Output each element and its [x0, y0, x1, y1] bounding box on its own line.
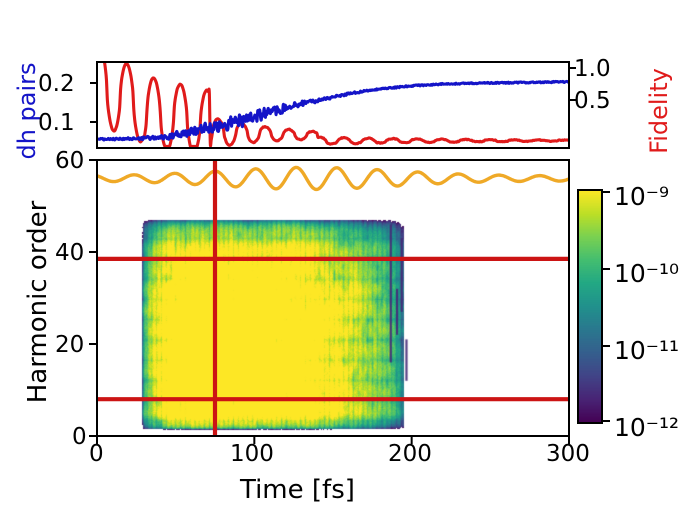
main-ytick-60: 60	[55, 148, 85, 174]
top-panel-ytick-0.1: 0.1	[38, 110, 75, 136]
colorbar-tick-1e-12: 10⁻¹²	[614, 413, 680, 442]
main-xtick-100: 100	[230, 441, 274, 467]
main-ytick-40: 40	[55, 240, 85, 266]
spectrogram-heatmap	[97, 160, 569, 436]
colorbar-tick-1e-11: 10⁻¹¹	[614, 336, 680, 365]
top-panel-right-ytick-0.5: 0.5	[574, 88, 611, 114]
main-ytick-20: 20	[55, 332, 85, 358]
main-xtick-300: 300	[546, 441, 590, 467]
main-panel-xlabel: Time [fs]	[240, 475, 355, 505]
colorbar-tick-1e-10: 10⁻¹⁰	[614, 259, 680, 288]
top-panel-ytick-0.2: 0.2	[38, 71, 75, 97]
top-panel-right-ytick-1.0: 1.0	[574, 56, 611, 82]
colorbar-gradient	[578, 190, 602, 423]
colorbar-tick-1e-9: 10⁻⁹	[614, 182, 670, 211]
main-ytick-0: 0	[72, 424, 87, 450]
main-xtick-200: 200	[388, 441, 432, 467]
main-xtick-0: 0	[89, 441, 104, 467]
